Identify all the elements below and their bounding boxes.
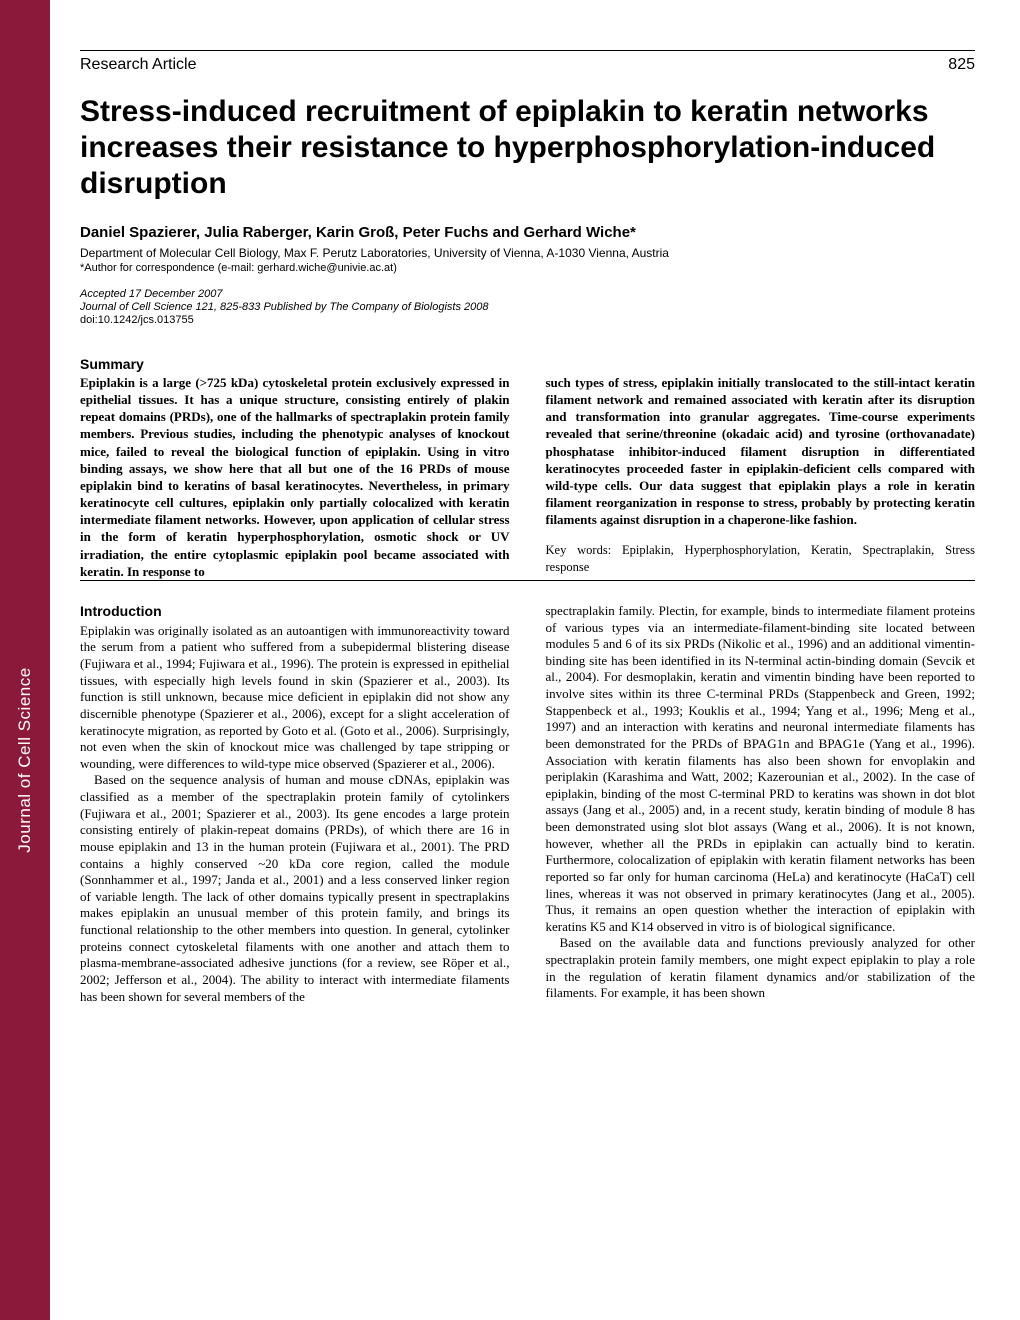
- body-left: Introduction Epiplakin was originally is…: [80, 603, 510, 1005]
- body-columns: Introduction Epiplakin was originally is…: [80, 603, 975, 1005]
- summary-right-text: such types of stress, epiplakin initiall…: [546, 375, 976, 527]
- sidebar: Journal of Cell Science: [0, 0, 50, 1320]
- summary-right: such types of stress, epiplakin initiall…: [546, 374, 976, 580]
- intro-para-4: Based on the available data and function…: [546, 935, 976, 1002]
- content-area: Research Article 825 Stress-induced recr…: [50, 0, 1020, 1320]
- intro-para-1: Epiplakin was originally isolated as an …: [80, 623, 510, 773]
- doi: doi:10.1242/jcs.013755: [80, 314, 975, 326]
- correspondence: *Author for correspondence (e-mail: gerh…: [80, 262, 975, 274]
- summary-heading: Summary: [80, 356, 975, 372]
- article-type: Research Article: [80, 56, 197, 74]
- keywords: Key words: Epiplakin, Hyperphosphorylati…: [546, 542, 976, 575]
- accepted-date: Accepted 17 December 2007: [80, 288, 975, 300]
- affiliation: Department of Molecular Cell Biology, Ma…: [80, 246, 975, 260]
- journal-citation: Journal of Cell Science 121, 825-833 Pub…: [80, 301, 975, 313]
- intro-para-3: spectraplakin family. Plectin, for examp…: [546, 603, 976, 936]
- summary-left: Epiplakin is a large (>725 kDa) cytoskel…: [80, 374, 510, 580]
- intro-para-2: Based on the sequence analysis of human …: [80, 772, 510, 1005]
- page-number: 825: [948, 56, 975, 74]
- summary-section: Summary Epiplakin is a large (>725 kDa) …: [80, 356, 975, 581]
- summary-columns: Epiplakin is a large (>725 kDa) cytoskel…: [80, 374, 975, 580]
- body-right: spectraplakin family. Plectin, for examp…: [546, 603, 976, 1005]
- article-title: Stress-induced recruitment of epiplakin …: [80, 94, 975, 202]
- authors: Daniel Spazierer, Julia Raberger, Karin …: [80, 224, 975, 241]
- journal-name: Journal of Cell Science: [15, 667, 35, 852]
- page: Journal of Cell Science Research Article…: [0, 0, 1020, 1320]
- header-line: Research Article 825: [80, 50, 975, 74]
- introduction-heading: Introduction: [80, 603, 510, 621]
